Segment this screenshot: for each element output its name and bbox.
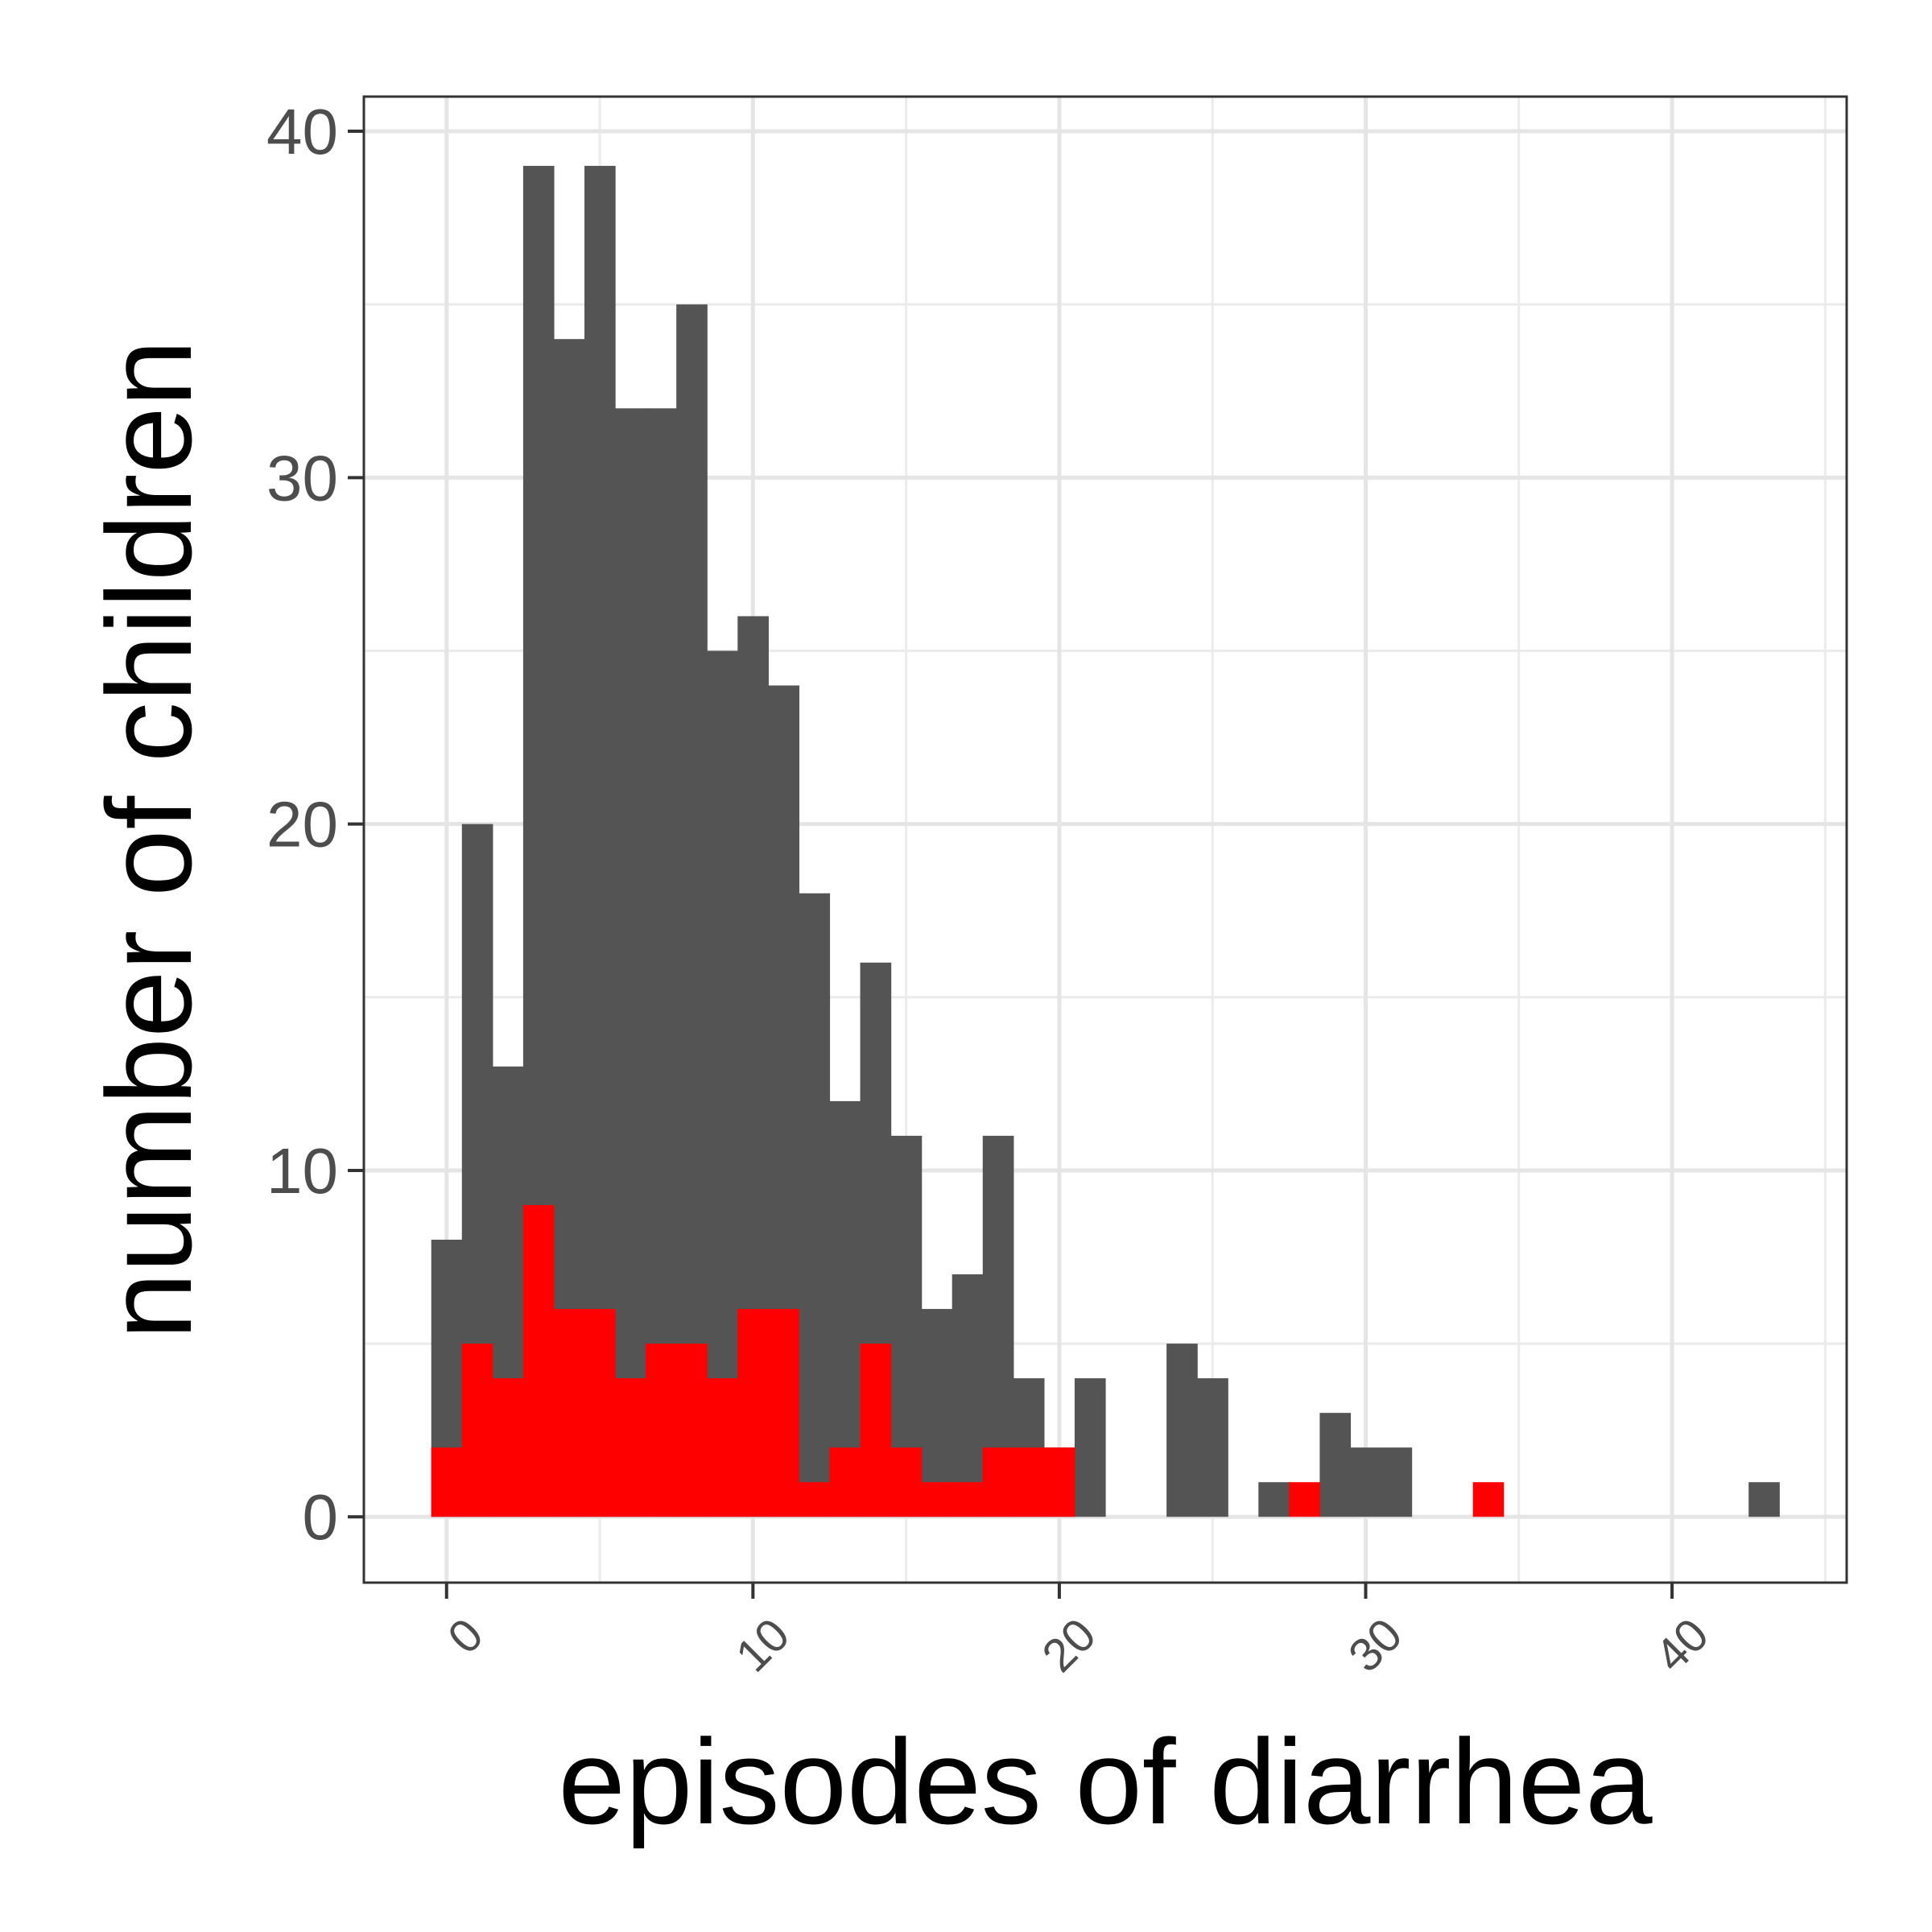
y-axis-title: number of children [81,340,217,1340]
x-axis-title: episodes of diarrhea [558,1714,1653,1849]
y-tick-label: 30 [266,442,338,514]
bar-all-children-9 [707,650,738,1517]
bar-highlighted-15 [890,1447,923,1517]
x-tick-label: 0 [438,1608,493,1664]
bar-all-children-43 [1748,1482,1780,1517]
bar-all-children-5 [584,166,616,1517]
y-tick-label: 10 [266,1135,338,1207]
bar-highlighted-7 [646,1344,677,1517]
bar-highlighted-9 [707,1378,738,1517]
y-tick-label: 40 [266,96,338,167]
bar-all-children-29 [1319,1413,1352,1517]
x-tick-label: 10 [726,1608,800,1682]
bar-all-children-8 [676,304,708,1517]
bar-highlighted-8 [676,1344,708,1517]
bar-highlighted-20 [1043,1447,1075,1517]
bar-all-children-6 [615,408,646,1517]
x-axis: 0 10 20 30 40 [438,1583,1719,1682]
bar-highlighted-3 [522,1204,555,1517]
bar-highlighted-13 [829,1447,861,1517]
bar-all-children-24 [1166,1344,1198,1517]
bar-all-children-12 [799,893,831,1517]
y-tick-label: 20 [266,789,338,861]
bar-highlighted-34 [1472,1482,1505,1517]
bar-highlighted-17 [952,1482,984,1517]
y-tick-label: 0 [303,1481,339,1553]
bar-all-children-17 [952,1274,984,1517]
x-tick-label: 40 [1645,1608,1719,1682]
bar-all-children-30 [1350,1447,1382,1517]
bar-all-children-31 [1381,1447,1413,1517]
bar-highlighted-16 [921,1482,953,1517]
bar-highlighted-1 [461,1344,493,1517]
bar-highlighted-5 [584,1309,616,1517]
bar-highlighted-0 [431,1447,463,1517]
bars [431,166,1780,1517]
bar-highlighted-12 [799,1482,831,1517]
bar-all-children-7 [646,408,677,1517]
bar-highlighted-11 [768,1309,800,1517]
bar-highlighted-14 [860,1344,892,1517]
bar-all-children-25 [1197,1378,1228,1517]
x-tick-label: 20 [1032,1608,1106,1682]
bar-highlighted-6 [615,1378,646,1517]
bar-all-children-21 [1074,1378,1106,1517]
bar-highlighted-18 [982,1447,1014,1517]
bar-highlighted-2 [492,1378,524,1517]
plot-border [362,95,1848,1584]
bar-highlighted-4 [553,1309,585,1517]
x-tick-label: 30 [1339,1608,1413,1682]
bar-all-children-27 [1258,1482,1290,1517]
bar-highlighted-28 [1289,1482,1321,1517]
y-axis: 0 10 20 30 40 [266,96,364,1553]
bar-highlighted-10 [737,1309,769,1517]
bar-highlighted-19 [1013,1447,1045,1517]
